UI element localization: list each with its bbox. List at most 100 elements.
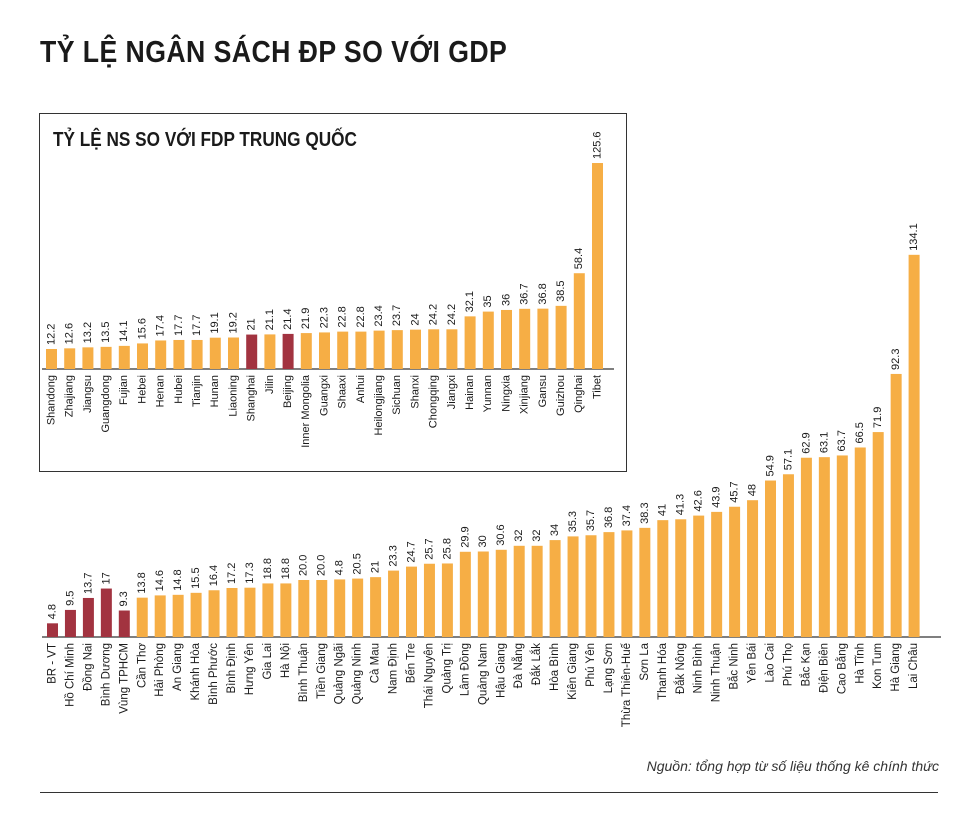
category-label: Cần Thơ (136, 643, 148, 689)
bar (410, 329, 421, 369)
bar (316, 580, 328, 637)
category-label: Đắk Nông (674, 643, 687, 694)
category-label: Quảng Trị (441, 643, 453, 694)
category-label: Lào Cai (765, 643, 777, 683)
category-label: Jilin (264, 375, 276, 394)
category-label: Hải Phòng (154, 643, 166, 697)
category-label: Quảng Ninh (352, 643, 364, 704)
data-label: 15.6 (136, 318, 148, 339)
category-label: Liaoning (227, 375, 239, 417)
category-label: Shaaxi (337, 375, 349, 409)
category-label: Hà Tĩnh (854, 643, 866, 684)
data-label: 12.2 (45, 324, 57, 345)
data-label: 34 (549, 524, 561, 536)
bar (155, 340, 167, 369)
category-label: Beijing (282, 375, 294, 408)
bar (693, 515, 705, 637)
bar (355, 331, 367, 369)
category-label: Jiangsu (82, 375, 94, 413)
data-label: 58.4 (573, 248, 585, 269)
bar (300, 333, 312, 369)
data-label: 125.6 (591, 131, 603, 159)
bar (464, 316, 476, 369)
category-label: Bến Tre (406, 643, 418, 683)
category-label: Tibet (591, 375, 603, 399)
category-label: Kon Tum (872, 643, 884, 689)
bar (675, 519, 687, 637)
data-label: 36.8 (603, 507, 615, 528)
bar (501, 309, 512, 369)
bar (391, 330, 403, 369)
data-label: 13.5 (100, 321, 112, 342)
data-label: 38.3 (639, 502, 651, 523)
data-label: 45.7 (729, 481, 741, 502)
category-label: Hà Giang (890, 643, 902, 692)
data-label: 21 (246, 318, 258, 330)
category-label: Henan (155, 375, 167, 407)
bar (531, 545, 543, 637)
bar (352, 578, 364, 638)
category-label: Zhajiang (64, 375, 76, 417)
data-label: 25.8 (441, 538, 453, 559)
category-label: Tianjin (191, 375, 203, 407)
category-label: Lạng Sơn (603, 643, 615, 693)
category-label: Xinjiang (519, 375, 531, 414)
bar (423, 563, 435, 637)
data-label: 41 (657, 504, 669, 516)
data-label: 54.9 (764, 455, 776, 476)
bar (246, 334, 258, 369)
data-label: 35 (482, 295, 494, 307)
data-label: 17 (100, 572, 112, 584)
data-label: 42.6 (693, 490, 705, 511)
category-label: Ninh Thuận (711, 643, 723, 702)
data-label: 17.7 (191, 315, 203, 336)
bar (137, 343, 148, 369)
bar (388, 570, 400, 638)
category-label: Kiên Giang (567, 643, 579, 700)
bar (208, 590, 220, 637)
category-label: Hainan (464, 375, 476, 410)
category-label: Hòa Bình (549, 643, 561, 691)
data-label: 134.1 (908, 223, 920, 251)
bar (639, 527, 651, 638)
bar (908, 254, 920, 637)
data-label: 92.3 (890, 349, 902, 370)
data-label: 13.7 (82, 573, 94, 594)
bar (573, 273, 585, 369)
category-label: Hậu Giang (495, 643, 507, 698)
bar (262, 583, 274, 637)
bar (82, 347, 94, 369)
data-label: 22.8 (355, 306, 367, 327)
data-label: 24.2 (428, 304, 440, 325)
data-label: 32.1 (464, 291, 476, 312)
category-label: Hưng Yên (244, 643, 256, 695)
category-label: Nam Định (388, 643, 400, 694)
bar (519, 308, 531, 369)
category-label: Cao Bằng (835, 643, 848, 694)
category-label: Đồng Nai (82, 643, 94, 691)
data-label: 63.7 (836, 430, 848, 451)
bar (513, 545, 525, 637)
data-label: 29.9 (459, 526, 471, 547)
bar (154, 595, 166, 637)
bar (228, 337, 239, 369)
data-label: 41.3 (675, 494, 687, 515)
bar (280, 583, 292, 637)
category-label: Quảng Ngãi (334, 643, 346, 704)
bar (818, 457, 830, 637)
category-label: Bình Phước (208, 643, 220, 705)
bar (209, 337, 221, 369)
bar (537, 308, 549, 369)
bar (621, 530, 633, 637)
category-label: Heilongjiang (373, 375, 385, 436)
data-label: 32 (513, 530, 525, 542)
bar (765, 480, 776, 637)
category-label: Đà Nẵng (512, 643, 525, 688)
bar (118, 610, 130, 638)
data-label: 36 (500, 294, 512, 306)
data-label: 36.7 (519, 283, 531, 304)
page-title: TỶ LỆ NGÂN SÁCH ĐP SO VỚI GDP (40, 34, 508, 69)
category-label: Phú Yên (585, 643, 597, 687)
data-label: 17.4 (155, 315, 167, 336)
